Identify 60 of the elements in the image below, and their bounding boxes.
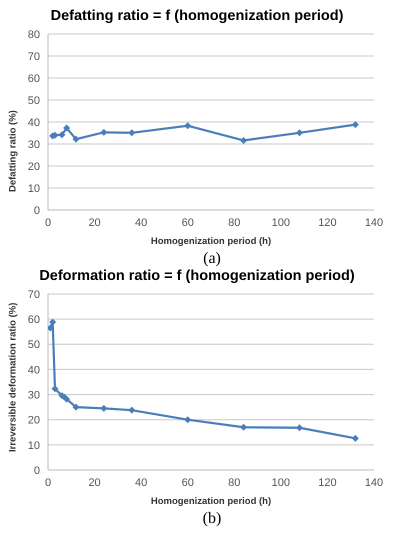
y-tick-label: 70 bbox=[28, 288, 40, 301]
y-tick-label: 30 bbox=[28, 138, 40, 151]
y-tick-label: 30 bbox=[28, 389, 40, 402]
point bbox=[128, 406, 136, 414]
x-tick-label: 80 bbox=[228, 476, 240, 489]
y-axis-title: Irreversible deformation ratio (%) bbox=[7, 302, 18, 452]
y-tick-label: 0 bbox=[34, 464, 40, 477]
y-tick-label: 40 bbox=[28, 116, 40, 129]
point bbox=[63, 396, 70, 403]
x-tick-label: 20 bbox=[88, 216, 101, 229]
point bbox=[296, 129, 303, 136]
x-tick-label: 40 bbox=[135, 216, 148, 229]
point bbox=[352, 434, 359, 442]
x-tick-label: 60 bbox=[182, 476, 194, 489]
point bbox=[51, 385, 58, 392]
chart-title: Defatting ratio = f (homogenization period) bbox=[50, 8, 344, 26]
point bbox=[72, 136, 80, 143]
y-tick-label: 50 bbox=[28, 94, 40, 107]
y-tick-label: 20 bbox=[28, 414, 40, 427]
text: (b) bbox=[202, 510, 222, 528]
x-tick-label: 20 bbox=[88, 476, 101, 489]
point bbox=[184, 122, 192, 130]
x-tick-label: 100 bbox=[272, 476, 290, 489]
point bbox=[128, 129, 136, 136]
point bbox=[72, 404, 80, 411]
point bbox=[296, 424, 303, 432]
point bbox=[100, 128, 108, 136]
point bbox=[58, 131, 66, 138]
point bbox=[184, 416, 192, 424]
x-axis-title: Homogenization period (h) bbox=[150, 236, 272, 247]
point bbox=[352, 121, 359, 128]
y-axis-title: Defatting ratio (%) bbox=[7, 110, 18, 192]
y-tick-label: 20 bbox=[28, 160, 40, 173]
y-tick-label: 10 bbox=[28, 440, 40, 452]
y-tick-label: 70 bbox=[28, 50, 40, 63]
x-tick-label: 140 bbox=[364, 476, 384, 489]
y-tick-label: 60 bbox=[28, 72, 40, 85]
y-tick-label: 40 bbox=[28, 364, 40, 376]
x-tick-label: 60 bbox=[182, 216, 194, 229]
point bbox=[100, 404, 108, 412]
y-tick-label: 60 bbox=[28, 314, 40, 326]
y-tick-label: 50 bbox=[28, 339, 40, 352]
x-axis-title: Homogenization period (h) bbox=[150, 496, 272, 507]
x-tick-label: 100 bbox=[272, 216, 290, 229]
x-tick-label: 0 bbox=[44, 216, 52, 229]
point bbox=[240, 136, 248, 144]
text: (a) bbox=[202, 250, 222, 268]
point bbox=[49, 318, 56, 326]
x-tick-label: 120 bbox=[318, 476, 337, 489]
x-tick-label: 40 bbox=[135, 476, 148, 489]
point bbox=[63, 124, 70, 132]
y-tick-label: 0 bbox=[34, 204, 40, 217]
x-tick-label: 80 bbox=[228, 216, 240, 229]
point bbox=[240, 424, 248, 431]
x-tick-label: 140 bbox=[364, 216, 384, 229]
y-tick-label: 10 bbox=[28, 182, 40, 195]
chart-title: Deformation ratio = f (homogenization period) bbox=[38, 268, 356, 286]
x-tick-label: 120 bbox=[318, 216, 337, 229]
y-tick-label: 80 bbox=[28, 28, 40, 41]
x-tick-label: 0 bbox=[44, 476, 52, 489]
